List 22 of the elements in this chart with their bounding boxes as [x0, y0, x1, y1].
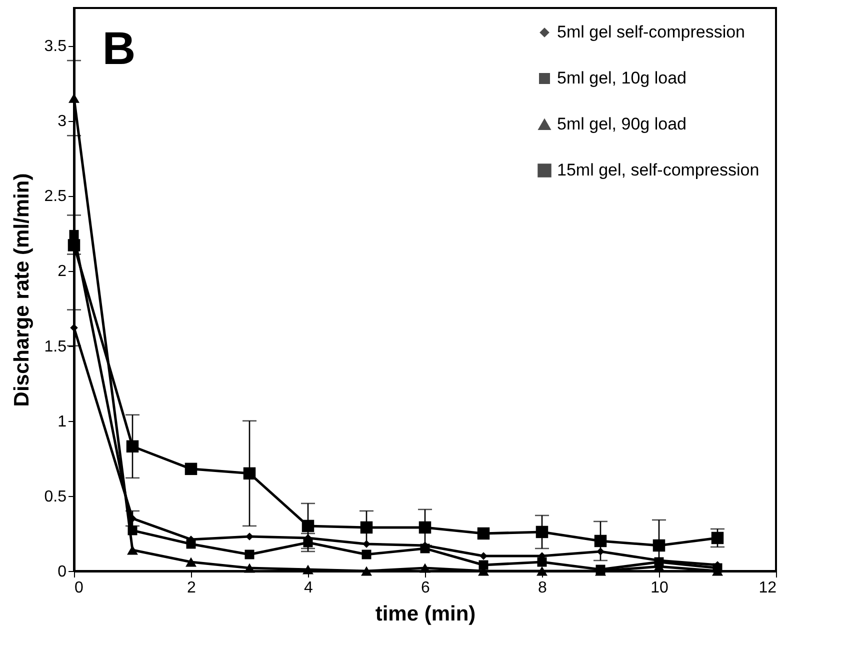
y-tick-label: 3.5 [44, 38, 67, 56]
x-axis-title: time (min) [375, 602, 476, 626]
legend-label: 5ml gel, 10g load [557, 68, 686, 88]
x-tick-label: 4 [304, 580, 314, 596]
y-tick-label: 1.5 [44, 338, 67, 356]
x-tick-label: 6 [421, 580, 430, 596]
x-tick-label: 0 [74, 580, 84, 596]
x-tick-label: 10 [650, 580, 668, 596]
y-axis-title: Discharge rate (ml/min) [10, 173, 34, 407]
y-tick-label: 1 [58, 413, 67, 430]
y-tick-label: 2.5 [44, 188, 67, 206]
x-tick-label: 8 [538, 580, 548, 596]
legend-label: 15ml gel, self-compression [557, 160, 760, 180]
x-tick-label: 12 [758, 580, 777, 596]
y-tick-label: 0 [58, 564, 67, 580]
legend-label: 5ml gel, 90g load [557, 114, 686, 134]
y-tick-label: 3 [58, 113, 67, 130]
annotation: B [102, 22, 136, 74]
y-tick-label: 0.5 [44, 488, 67, 506]
y-tick-label: 2 [58, 263, 67, 280]
x-tick-label: 2 [187, 580, 196, 596]
legend-label: 5ml gel self-compression [557, 22, 746, 42]
